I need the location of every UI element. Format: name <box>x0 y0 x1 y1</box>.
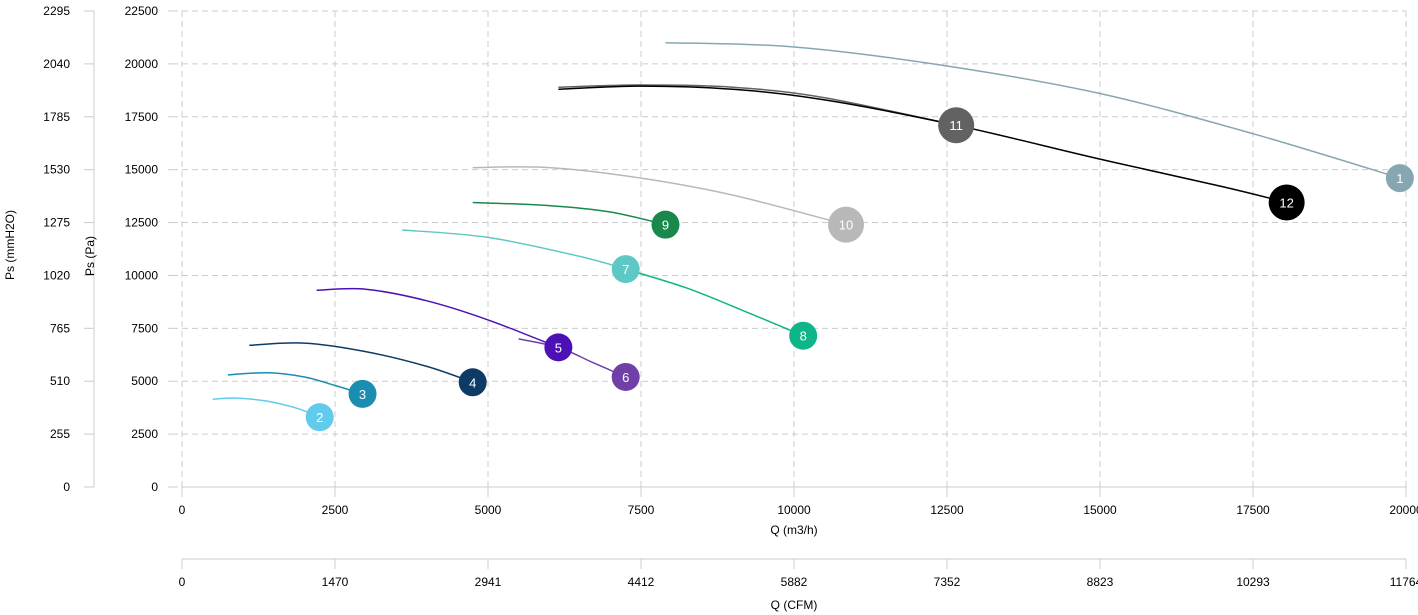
marker-11 <box>938 107 975 144</box>
marker-1 <box>1385 164 1414 193</box>
curve-4 <box>249 342 473 384</box>
x-tick-label-cfm: 1470 <box>322 575 349 589</box>
marker-8 <box>789 321 818 350</box>
x-tick-label-m3h: 5000 <box>475 503 502 517</box>
x-tick-label-cfm: 0 <box>179 575 186 589</box>
marker-3 <box>348 379 377 408</box>
marker-label-11: 11 <box>949 118 963 133</box>
marker-label-2: 2 <box>316 410 323 425</box>
marker-label-10: 10 <box>839 218 853 233</box>
marker-12 <box>1268 184 1305 221</box>
marker-2 <box>305 403 334 432</box>
marker-label-1: 1 <box>1396 171 1403 186</box>
curve-12 <box>558 85 1287 204</box>
y-tick-label-pa: 7500 <box>131 321 158 335</box>
y-tick-label-pa: 22500 <box>125 4 159 18</box>
y-tick-label-pa: 0 <box>151 480 158 494</box>
y-axis-title-pa: Ps (Pa) <box>83 236 97 276</box>
marker-9 <box>651 210 680 239</box>
curve-1 <box>665 41 1401 179</box>
fan-curves <box>212 41 1401 418</box>
marker-label-6: 6 <box>622 370 629 385</box>
marker-label-12: 12 <box>1279 195 1293 210</box>
marker-label-7: 7 <box>622 262 629 277</box>
marker-label-5: 5 <box>555 340 562 355</box>
curve-3 <box>227 372 363 395</box>
curve-10 <box>472 166 847 226</box>
marker-label-3: 3 <box>359 387 366 402</box>
x-tick-label-cfm: 2941 <box>475 575 502 589</box>
y-tick-label-mmh2o: 2040 <box>43 57 70 71</box>
y-tick-label-mmh2o: 255 <box>50 427 70 441</box>
y-tick-label-pa: 2500 <box>131 427 158 441</box>
y-tick-label-mmh2o: 1020 <box>43 268 70 282</box>
y-tick-label-mmh2o: 1275 <box>43 216 70 230</box>
x-tick-label-cfm: 5882 <box>781 575 808 589</box>
marker-label-8: 8 <box>800 329 807 344</box>
x-tick-label-m3h: 15000 <box>1083 503 1117 517</box>
curve-6 <box>518 338 627 378</box>
x-axis-title-cfm: Q (CFM) <box>771 598 818 612</box>
x-tick-label-m3h: 7500 <box>628 503 655 517</box>
y-tick-label-pa: 20000 <box>125 57 159 71</box>
y-tick-label-mmh2o: 1785 <box>43 110 70 124</box>
curve-8 <box>625 268 804 337</box>
curve-9 <box>472 201 666 226</box>
y-axis-title-mmh2o: Ps (mmH2O) <box>3 210 17 280</box>
y-tick-label-mmh2o: 510 <box>50 374 70 388</box>
y-tick-label-pa: 17500 <box>125 110 159 124</box>
marker-5 <box>544 333 573 362</box>
x-tick-label-m3h: 17500 <box>1236 503 1270 517</box>
y-tick-label-pa: 12500 <box>125 216 159 230</box>
x-tick-label-cfm: 4412 <box>628 575 655 589</box>
x-tick-label-cfm: 10293 <box>1236 575 1270 589</box>
y-tick-label-pa: 10000 <box>125 268 159 282</box>
x-tick-label-m3h: 2500 <box>322 503 349 517</box>
y-tick-label-mmh2o: 0 <box>63 480 70 494</box>
marker-6 <box>611 362 640 391</box>
curve-7 <box>402 229 626 270</box>
curve-5 <box>316 287 559 349</box>
marker-10 <box>828 206 865 243</box>
curve-2 <box>212 397 320 418</box>
y-tick-label-pa: 15000 <box>125 163 159 177</box>
grid-lines <box>181 10 1407 487</box>
x-tick-label-cfm: 8823 <box>1087 575 1114 589</box>
curve-11 <box>558 84 957 126</box>
x-tick-label-m3h: 20000 <box>1389 503 1418 517</box>
x-tick-label-m3h: 0 <box>179 503 186 517</box>
marker-4 <box>458 368 487 397</box>
marker-7 <box>611 255 640 284</box>
x-tick-label-m3h: 12500 <box>930 503 964 517</box>
marker-label-4: 4 <box>469 375 476 390</box>
y-tick-label-mmh2o: 2295 <box>43 4 70 18</box>
x-tick-label-cfm: 7352 <box>934 575 961 589</box>
y-tick-label-mmh2o: 765 <box>50 321 70 335</box>
axes: 0250050007500100001250015000175002000000… <box>43 4 1418 589</box>
x-tick-label-cfm: 11764 <box>1390 575 1418 589</box>
y-tick-label-mmh2o: 1530 <box>43 163 70 177</box>
x-tick-label-m3h: 10000 <box>777 503 811 517</box>
y-tick-label-pa: 5000 <box>131 374 158 388</box>
x-axis-title-m3h: Q (m3/h) <box>770 523 817 537</box>
marker-label-9: 9 <box>662 218 669 233</box>
